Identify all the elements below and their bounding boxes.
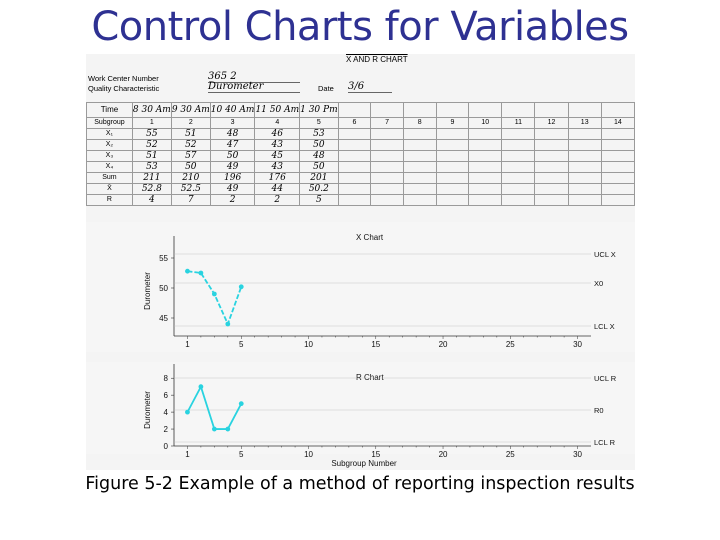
chart-panel <box>86 362 635 454</box>
table-cell <box>534 194 569 206</box>
data-point <box>185 268 190 274</box>
x-tick-label: 25 <box>506 340 515 349</box>
y-tick-label: 50 <box>159 284 168 293</box>
data-point <box>211 291 217 297</box>
x-tick-label: 15 <box>371 450 380 459</box>
table-row: Time 8 30 Am 9 30 Am 10 40 Am 11 50 Am 1 30 P… <box>86 102 636 118</box>
x-tick-label: 5 <box>239 450 244 459</box>
control-line-label: UCL R <box>594 374 617 383</box>
work-center-value: 365 2 <box>208 71 300 83</box>
y-tick-label: 0 <box>164 442 169 451</box>
data-point <box>198 270 204 276</box>
y-tick-label: 55 <box>159 254 168 263</box>
quality-label: Quality Characteristic <box>88 84 160 93</box>
table-cell: 2 <box>170 117 211 129</box>
chart-title: R Chart <box>356 373 384 382</box>
data-point <box>211 426 217 432</box>
y-tick-label: 2 <box>164 425 169 434</box>
x-tick-label: 20 <box>439 340 448 349</box>
x-axis-label: Subgroup Number <box>331 459 397 468</box>
date-label: Date <box>318 84 334 93</box>
y-tick-label: 8 <box>164 374 169 383</box>
x-tick-label: 30 <box>573 340 582 349</box>
chart-figure: X AND R CHART Work Center Number 365 2 Q… <box>86 54 636 470</box>
chart-title: X Chart <box>356 233 384 242</box>
y-tick-label: 4 <box>164 408 169 417</box>
table-cell: 2 <box>254 194 301 206</box>
figure-caption: Figure 5-2 Example of a method of report… <box>85 474 635 494</box>
date-value: 3/6 <box>348 81 392 93</box>
x-tick-label: 1 <box>185 450 190 459</box>
x-tick-label: 25 <box>506 450 515 459</box>
x-tick-label: 15 <box>371 340 380 349</box>
table-row: X₄ 53 50 49 43 50 <box>86 161 636 173</box>
table-row: X₃ 51 57 50 45 48 <box>86 150 636 162</box>
control-line-label: LCL R <box>594 438 616 447</box>
x-tick-label: 1 <box>185 340 190 349</box>
table-cell: 44 <box>254 183 301 195</box>
inspection-table: Time 8 30 Am 9 30 Am 10 40 Am 11 50 Am 1 30 P… <box>86 102 636 206</box>
data-point <box>185 409 190 415</box>
data-point <box>238 284 244 290</box>
control-line-label: R0 <box>594 406 604 415</box>
table-cell: 5 <box>299 194 339 206</box>
x-tick-label: 10 <box>304 450 313 459</box>
data-point <box>198 384 204 390</box>
x-tick-label: 30 <box>573 450 582 459</box>
y-tick-label: 6 <box>164 391 169 400</box>
data-point <box>225 321 231 327</box>
chart-panel <box>86 222 635 352</box>
quality-value: Durometer <box>208 81 300 93</box>
x-tick-label: 20 <box>439 450 448 459</box>
control-line-label: X0 <box>594 279 603 288</box>
work-center-label: Work Center Number <box>88 74 159 83</box>
y-axis-label: Durometer <box>143 272 152 310</box>
y-axis-label: Durometer <box>143 391 152 429</box>
x-tick-label: 10 <box>304 340 313 349</box>
x-tick-label: 5 <box>239 340 244 349</box>
table-cell <box>600 194 636 206</box>
y-tick-label: 45 <box>159 314 168 323</box>
table-cell <box>468 194 503 206</box>
table-cell: 7 <box>170 194 211 206</box>
chart-form-heading: X AND R CHART <box>346 55 408 64</box>
data-point <box>238 401 244 407</box>
xbar-r-heading: X AND R CHART <box>346 55 408 64</box>
control-line-label: LCL X <box>594 322 615 331</box>
data-point <box>225 426 231 432</box>
slide-title: Control Charts for Variables <box>91 4 629 50</box>
row-label: R <box>86 194 133 206</box>
table-cell: 4 <box>131 194 172 206</box>
table-cell: 51 <box>170 128 211 140</box>
control-line-label: UCL X <box>594 250 616 259</box>
